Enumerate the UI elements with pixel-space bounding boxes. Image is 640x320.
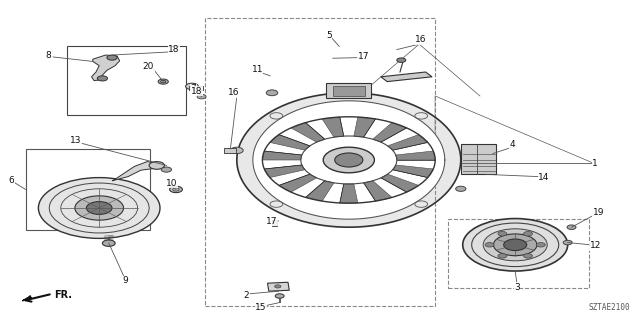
Circle shape [335,153,363,167]
Bar [448,219,589,288]
Circle shape [524,231,532,236]
Polygon shape [372,123,406,142]
Circle shape [186,83,198,90]
Circle shape [485,243,494,247]
Polygon shape [291,123,325,142]
Polygon shape [92,55,120,81]
Polygon shape [354,117,376,137]
Text: 18: 18 [191,87,203,96]
Polygon shape [306,181,334,201]
Polygon shape [237,93,461,227]
Text: 15: 15 [255,303,267,312]
Text: 2: 2 [244,291,249,300]
Text: 1: 1 [593,159,598,168]
Circle shape [504,239,527,251]
Circle shape [524,254,532,258]
Circle shape [567,225,576,229]
Circle shape [75,196,124,220]
Circle shape [102,240,115,246]
Circle shape [97,76,108,81]
Text: 13: 13 [70,136,81,145]
Circle shape [197,94,206,99]
Text: FR.: FR. [54,290,72,300]
Bar [26,149,150,230]
Circle shape [170,186,182,193]
Text: 12: 12 [589,241,601,250]
Polygon shape [268,282,289,291]
Circle shape [493,234,537,256]
Circle shape [323,147,374,173]
Bar [205,18,435,306]
Text: 16: 16 [228,88,239,97]
Circle shape [275,285,281,288]
Circle shape [107,55,117,60]
Circle shape [498,254,507,258]
Polygon shape [279,174,317,192]
Text: 16: 16 [415,36,427,44]
Text: 9: 9 [122,276,127,285]
Polygon shape [264,165,305,178]
Text: 3: 3 [515,283,520,292]
Text: 14: 14 [538,173,550,182]
Text: 5: 5 [326,31,332,40]
Polygon shape [262,151,302,160]
Polygon shape [22,298,32,301]
Circle shape [38,178,160,238]
Text: 17: 17 [358,52,369,61]
Polygon shape [364,181,392,201]
Polygon shape [381,72,432,82]
Bar [224,148,236,153]
Circle shape [149,162,164,169]
Bar [461,144,496,174]
Text: 17: 17 [266,217,278,226]
Circle shape [161,167,172,172]
Bar [272,220,277,226]
Bar [333,86,365,96]
Circle shape [498,231,507,236]
Circle shape [86,202,112,214]
Bar [326,83,371,98]
Polygon shape [396,151,435,160]
Circle shape [463,219,568,271]
Polygon shape [112,162,157,181]
Circle shape [483,229,547,261]
Polygon shape [340,184,358,203]
Circle shape [563,240,572,245]
Polygon shape [381,174,419,192]
Text: 20: 20 [143,62,154,71]
Circle shape [275,294,284,298]
Polygon shape [270,135,310,150]
Text: 11: 11 [252,65,263,74]
Circle shape [536,243,545,247]
Circle shape [397,58,406,62]
Circle shape [230,147,243,154]
Polygon shape [253,101,445,219]
Polygon shape [388,135,428,150]
Bar [67,46,186,115]
Text: 19: 19 [593,208,604,217]
Text: 4: 4 [509,140,515,149]
Text: SZTAE2100: SZTAE2100 [589,303,630,312]
Circle shape [456,186,466,191]
Text: 8: 8 [46,52,51,60]
Text: 7: 7 [191,84,196,93]
Text: 6: 6 [9,176,14,185]
Circle shape [266,90,278,96]
Text: 18: 18 [168,45,180,54]
Polygon shape [322,117,344,137]
Circle shape [158,79,168,84]
Text: 10: 10 [166,179,177,188]
Bar [189,86,203,90]
Polygon shape [393,165,433,178]
